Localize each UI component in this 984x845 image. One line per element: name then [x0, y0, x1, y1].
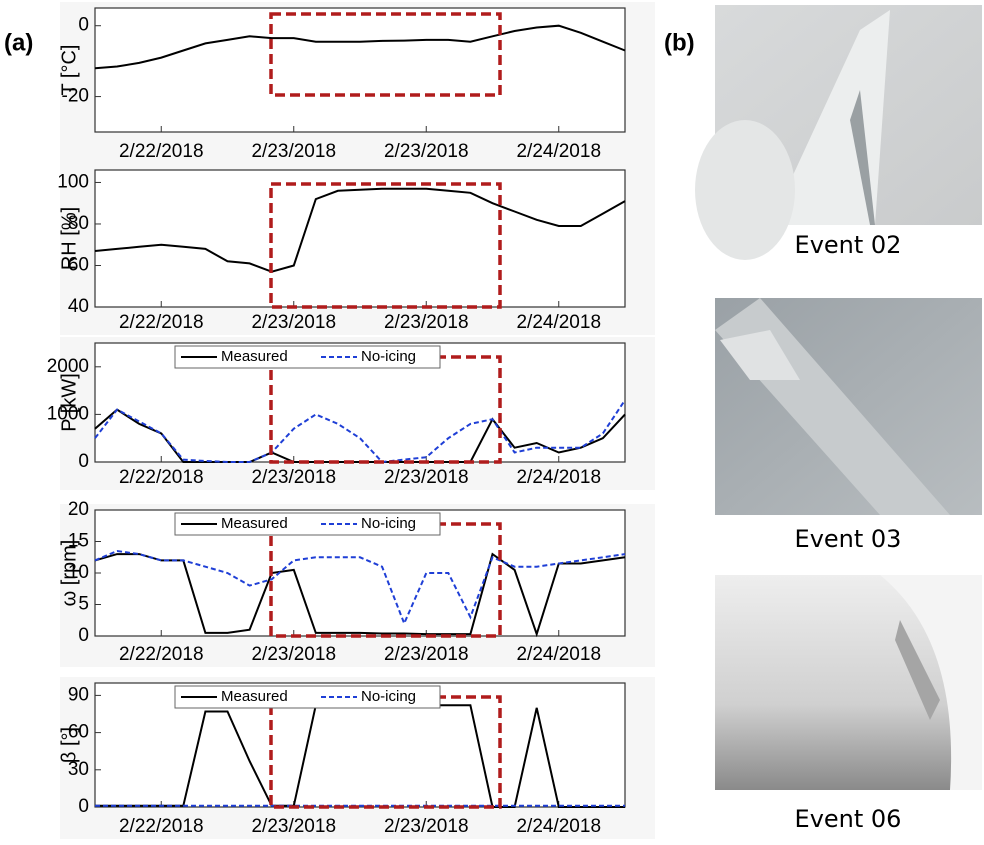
x-tick-label: 2/24/2018 — [516, 467, 601, 488]
photo — [715, 298, 982, 515]
photo — [695, 5, 982, 260]
data-line — [94, 549, 626, 627]
y-tick-label: 0 — [78, 625, 89, 646]
x-tick-label: 2/23/2018 — [384, 141, 469, 162]
legend-label: Measured — [221, 348, 288, 365]
y-tick-label: 20 — [68, 499, 89, 520]
x-tick-label: 2/23/2018 — [384, 312, 469, 333]
highlight-box — [269, 12, 502, 97]
x-tick-label: 2/23/2018 — [251, 816, 336, 837]
x-tick-label: 2/23/2018 — [251, 141, 336, 162]
photo-caption: Event 06 — [795, 805, 902, 833]
y-tick-label: 15 — [68, 531, 89, 552]
y-tick-label: 0 — [78, 15, 89, 36]
y-tick-label: 40 — [68, 296, 89, 317]
y-axis-title: T [°C] — [58, 45, 80, 96]
legend-label: No-icing — [361, 348, 416, 365]
x-tick-label: 2/24/2018 — [516, 816, 601, 837]
x-tick-label: 2/22/2018 — [119, 141, 204, 162]
y-tick-label: 90 — [68, 684, 89, 705]
x-tick-label: 2/22/2018 — [119, 467, 204, 488]
x-tick-label: 2/24/2018 — [516, 644, 601, 665]
y-axis-title: β [°] — [58, 727, 80, 763]
data-line — [94, 24, 626, 70]
y-tick-label: 0 — [78, 796, 89, 817]
plot-area — [94, 169, 626, 308]
y-tick-label: -20 — [62, 86, 89, 107]
data-line — [94, 399, 626, 464]
y-tick-label: 60 — [68, 255, 89, 276]
x-tick-label: 2/23/2018 — [384, 816, 469, 837]
y-tick-label: 10 — [68, 562, 89, 583]
legend-box — [174, 512, 441, 536]
x-tick-label: 2/23/2018 — [384, 644, 469, 665]
photo-caption: Event 03 — [795, 525, 902, 553]
y-tick-label: 1000 — [47, 403, 89, 424]
x-tick-label: 2/22/2018 — [119, 312, 204, 333]
x-tick-label: 2/22/2018 — [119, 816, 204, 837]
y-tick-label: 60 — [68, 722, 89, 743]
x-tick-label: 2/23/2018 — [384, 467, 469, 488]
x-tick-label: 2/24/2018 — [516, 141, 601, 162]
y-tick-label: 2000 — [47, 356, 89, 377]
legend-label: No-icing — [361, 515, 416, 532]
legend-box — [174, 345, 441, 369]
y-axis-title: RH [%] — [58, 207, 80, 270]
data-line — [94, 187, 626, 273]
legend-label: Measured — [221, 688, 288, 705]
y-tick-label: 5 — [78, 594, 89, 615]
x-tick-label: 2/23/2018 — [251, 644, 336, 665]
x-tick-label: 2/23/2018 — [251, 467, 336, 488]
panel-label: (a) — [4, 29, 33, 56]
plot-area — [94, 7, 626, 133]
photo — [715, 575, 982, 790]
x-tick-label: 2/22/2018 — [119, 644, 204, 665]
x-tick-label: 2/23/2018 — [251, 312, 336, 333]
y-tick-label: 100 — [57, 171, 89, 192]
legend-label: Measured — [221, 515, 288, 532]
legend-label: No-icing — [361, 688, 416, 705]
highlight-box — [269, 182, 502, 309]
y-axis-title: ω [rpm] — [58, 540, 80, 607]
x-tick-label: 2/24/2018 — [516, 312, 601, 333]
panel-label: (b) — [664, 29, 695, 56]
y-tick-label: 0 — [78, 451, 89, 472]
y-axis-title: P [kW] — [58, 373, 80, 432]
legend-box — [174, 685, 441, 709]
y-tick-label: 30 — [68, 759, 89, 780]
photo-caption: Event 02 — [795, 231, 902, 259]
y-tick-label: 80 — [68, 213, 89, 234]
